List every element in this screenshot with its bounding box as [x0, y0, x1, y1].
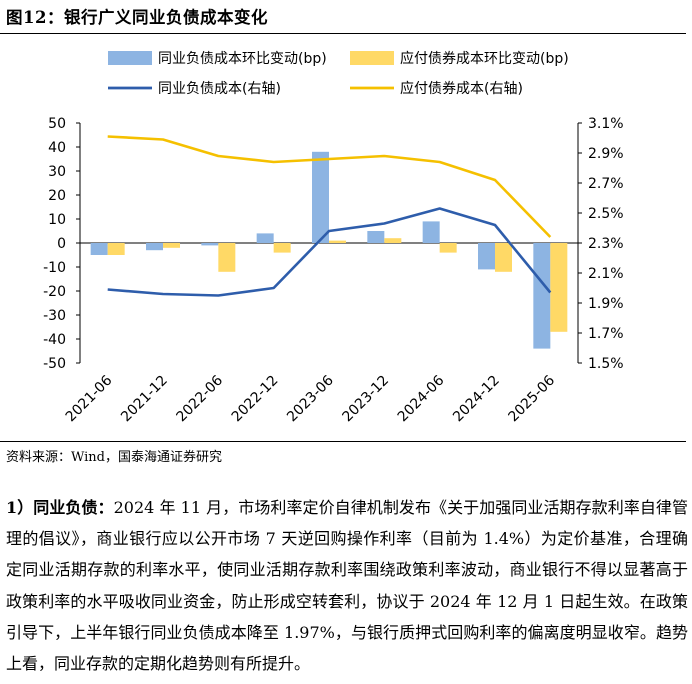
legend-swatch [108, 51, 152, 65]
interbank-change-bar [146, 243, 163, 251]
left-tick-label: 40 [48, 140, 66, 156]
bond-change-bar [273, 243, 291, 253]
interbank-change-bar [533, 243, 551, 349]
bars [90, 151, 568, 349]
right-tick-label: 1.7% [588, 326, 624, 342]
title-rule [0, 33, 686, 34]
right-tick-label: 2.5% [588, 206, 624, 222]
left-tick-label: -20 [43, 284, 66, 300]
body-paragraph: 1）同业负债：2024 年 11 月，市场利率定价自律机制发布《关于加强同业活期… [6, 492, 688, 679]
bond-change-bar [107, 243, 125, 255]
source-note: 资料来源：Wind，国泰海通证券研究 [6, 450, 222, 465]
right-tick-label: 2.9% [588, 146, 624, 162]
legend: 同业负债成本环比变动(bp) 应付债券成本环比变动(bp) 同业负债成本(右轴) 应付… [108, 50, 569, 97]
legend-label: 同业负债成本环比变动(bp) [158, 51, 327, 67]
interbank-change-bar [367, 231, 385, 243]
category-label: 2022-06 [173, 372, 226, 425]
lines [107, 135, 552, 297]
right-tick-label: 2.7% [588, 176, 624, 192]
category-label: 2024-12 [450, 373, 503, 426]
legend-label: 同业负债成本(右轴) [158, 81, 281, 97]
left-tick-label: 0 [57, 236, 66, 252]
interbank-cost-line [107, 207, 552, 297]
bond-change-bar [163, 243, 180, 248]
category-label: 2022-12 [229, 373, 282, 426]
category-label: 2021-12 [118, 373, 171, 426]
bond-change-bar [439, 243, 457, 253]
paragraph-label: 1）同业负债： [6, 498, 114, 517]
legend-swatch [350, 51, 394, 65]
bond-change-bar [495, 243, 512, 272]
figure-title: 图12：银行广义同业负债成本变化 [6, 8, 268, 27]
bond-change-bar [550, 243, 568, 332]
category-label: 2024-06 [395, 372, 448, 425]
interbank-change-bar [422, 221, 440, 243]
left-tick-label: 20 [48, 188, 66, 204]
category-label: 2025-06 [505, 372, 558, 425]
left-tick-label: -30 [43, 308, 66, 324]
category-label: 2023-06 [284, 372, 337, 425]
bond-cost-line [107, 135, 552, 238]
right-tick-label: 2.3% [588, 236, 624, 252]
right-tick-label: 2.1% [588, 266, 624, 282]
interbank-change-bar [478, 243, 495, 270]
chart: 同业负债成本环比变动(bp) 应付债券成本环比变动(bp) 同业负债成本(右轴) 应付… [43, 50, 624, 426]
right-tick-label: 1.5% [588, 356, 624, 372]
legend-label: 应付债券成本(右轴) [400, 80, 523, 97]
right-tick-label: 1.9% [588, 296, 624, 312]
left-tick-label: 10 [48, 212, 66, 228]
left-tick-label: -40 [43, 332, 66, 348]
bond-change-bar [384, 238, 402, 243]
interbank-change-bar [312, 151, 329, 243]
left-tick-label: -10 [43, 260, 66, 276]
paragraph-text: 2024 年 11 月，市场利率定价自律机制发布《关于加强同业活期存款利率自律管… [6, 498, 688, 674]
interbank-change-bar [201, 243, 219, 246]
source-rule [0, 441, 686, 442]
category-label: 2021-06 [63, 372, 116, 425]
interbank-change-bar [256, 233, 274, 243]
left-tick-label: 30 [48, 164, 66, 180]
bond-change-bar [329, 240, 346, 243]
interbank-change-bar [90, 243, 108, 255]
bond-change-bar [218, 243, 236, 272]
left-tick-label: 50 [48, 116, 66, 132]
right-tick-label: 3.1% [588, 116, 624, 132]
left-tick-label: -50 [43, 356, 66, 372]
category-label: 2023-12 [339, 373, 392, 426]
legend-label: 应付债券成本环比变动(bp) [400, 50, 569, 67]
